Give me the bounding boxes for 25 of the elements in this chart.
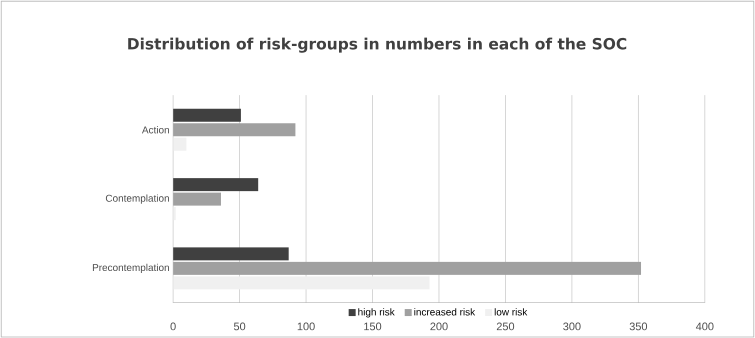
bar	[173, 247, 289, 260]
x-tick-label: 50	[234, 322, 246, 330]
x-tick-label: 400	[696, 322, 714, 330]
legend-label: low risk	[494, 308, 528, 316]
x-tick-label: 250	[496, 322, 514, 330]
y-tick-label: Action	[142, 126, 169, 134]
legend-label: increased risk	[414, 308, 476, 316]
bar	[173, 108, 241, 122]
bar	[173, 178, 258, 191]
x-tick-label: 100	[298, 322, 315, 330]
bar	[173, 262, 642, 275]
x-tick-label: 200	[430, 322, 448, 330]
chart-title: Distribution of risk-groups in numbers in each of the SOC	[128, 38, 626, 53]
bar	[173, 206, 176, 220]
bar	[173, 138, 186, 151]
y-tick-label: Contemplation	[106, 194, 169, 204]
bar	[173, 192, 221, 206]
x-tick-label: 300	[563, 322, 581, 330]
x-tick-label: 0	[170, 322, 176, 330]
x-tick-label: 350	[630, 322, 648, 330]
bar	[173, 276, 430, 290]
bar	[173, 123, 296, 136]
x-tick-label: 150	[364, 322, 382, 330]
y-tick-label: Precontemplation	[92, 264, 169, 273]
legend-label: high risk	[358, 308, 395, 318]
